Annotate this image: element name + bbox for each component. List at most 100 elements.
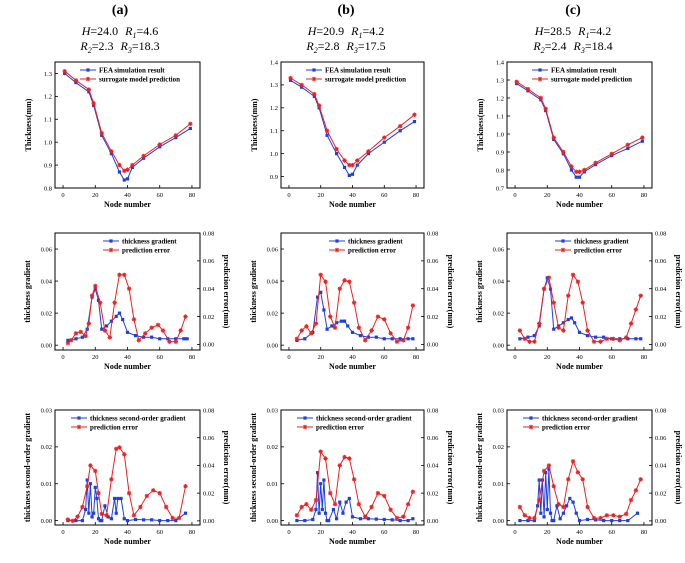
x-tick-label: 20 [317, 529, 324, 536]
y2-tick-label: 0.08 [427, 230, 438, 237]
data-point [299, 82, 304, 88]
legend-marker [560, 247, 566, 253]
data-point [335, 321, 339, 325]
y-tick-label: 1.1 [496, 113, 504, 120]
y-tick-label: 1.2 [496, 95, 504, 102]
data-point [93, 287, 97, 291]
chart-gradient: 0 20 40 60 80 Node number 0.00 0.02 0.04 0.06 thic… [475, 230, 683, 371]
y-tick-label: 0.00 [41, 342, 52, 349]
data-point [398, 337, 402, 341]
data-point [610, 518, 614, 523]
data-point [390, 337, 394, 341]
data-point [526, 335, 530, 339]
data-point [176, 515, 182, 521]
data-point [84, 507, 88, 512]
data-point [532, 339, 537, 344]
y-tick-label: 0.02 [41, 444, 52, 451]
data-point [571, 500, 575, 504]
data-point [121, 317, 125, 322]
y-tick-label: 1.3 [270, 82, 278, 89]
data-point [577, 518, 582, 523]
y2-tick-label: 0.06 [427, 258, 439, 265]
data-point [325, 327, 329, 331]
y2-tick-label: 0.06 [655, 258, 667, 265]
data-point [337, 286, 342, 291]
data-point [568, 496, 572, 501]
legend-label: prediction error [574, 247, 622, 255]
legend-label: surrogate model prediction [551, 76, 632, 84]
y-tick-label: 1.0 [496, 131, 504, 138]
x-tick-label: 40 [124, 354, 131, 361]
y-tick-label: 0.00 [267, 518, 278, 525]
data-point [125, 167, 130, 172]
data-point [119, 496, 123, 501]
y-tick-label: 0.00 [493, 518, 504, 525]
data-point [561, 321, 565, 325]
data-point [117, 445, 122, 450]
data-point [294, 336, 300, 342]
legend-marker [85, 76, 91, 82]
series-line-blue [516, 83, 643, 178]
y2-tick-label: 0.04 [655, 463, 667, 470]
data-point [109, 152, 113, 156]
x-tick-label: 20 [92, 529, 99, 536]
legend-marker [77, 416, 81, 420]
data-point [551, 300, 556, 305]
data-point [98, 518, 102, 523]
data-point [526, 518, 530, 523]
data-point [401, 338, 406, 343]
data-point [142, 335, 146, 339]
data-point [539, 511, 543, 515]
data-point [342, 319, 347, 323]
data-point [593, 160, 598, 165]
param-r3: 17.5 [365, 39, 386, 53]
data-point [518, 337, 522, 341]
data-point [551, 135, 556, 140]
data-point [74, 337, 78, 341]
data-point [556, 325, 561, 330]
data-point [133, 333, 138, 338]
data-point [117, 170, 122, 174]
data-point [167, 339, 172, 344]
data-point [358, 333, 363, 338]
y-tick-label: 0.02 [493, 444, 504, 451]
parameter-line-2: R2=2.3 R3=18.3 [79, 39, 159, 55]
x-tick-label: 80 [413, 192, 420, 199]
y-tick-label: 1.0 [44, 139, 52, 146]
data-point [166, 518, 170, 523]
y-tick-label: 1.0 [270, 151, 278, 158]
data-point [319, 482, 323, 486]
data-point [163, 504, 169, 510]
data-point [342, 158, 347, 163]
x-tick-label: 40 [349, 529, 356, 536]
data-point [157, 490, 162, 496]
data-point [546, 463, 552, 468]
data-point [299, 328, 304, 333]
data-point [398, 518, 402, 523]
parameter-line-1: H=28.5 R1=4.2 [534, 24, 612, 40]
chart-thickness: 0 20 40 60 80 Node number 0.8 0.9 1.0 1.1 1.2 1.3 Th… [24, 61, 201, 209]
data-point [626, 146, 630, 150]
data-point [131, 317, 137, 322]
x-tick-label: 40 [576, 192, 583, 199]
data-point [337, 463, 342, 468]
param-h: 24.0 [97, 24, 118, 38]
legend-marker [335, 239, 339, 243]
data-point [125, 330, 130, 334]
data-point [363, 338, 368, 343]
param-r2: 2.4 [552, 39, 567, 53]
data-point [341, 511, 345, 515]
data-point [122, 272, 127, 277]
data-point [112, 300, 117, 305]
x-tick-label: 0 [513, 529, 516, 536]
param-h: 20.9 [323, 24, 344, 38]
data-point [544, 471, 548, 475]
data-point [117, 311, 122, 315]
data-point [577, 175, 582, 179]
data-point [537, 321, 542, 326]
data-point [96, 490, 101, 496]
data-point [183, 314, 188, 319]
data-point [411, 337, 415, 341]
data-point [517, 504, 523, 510]
